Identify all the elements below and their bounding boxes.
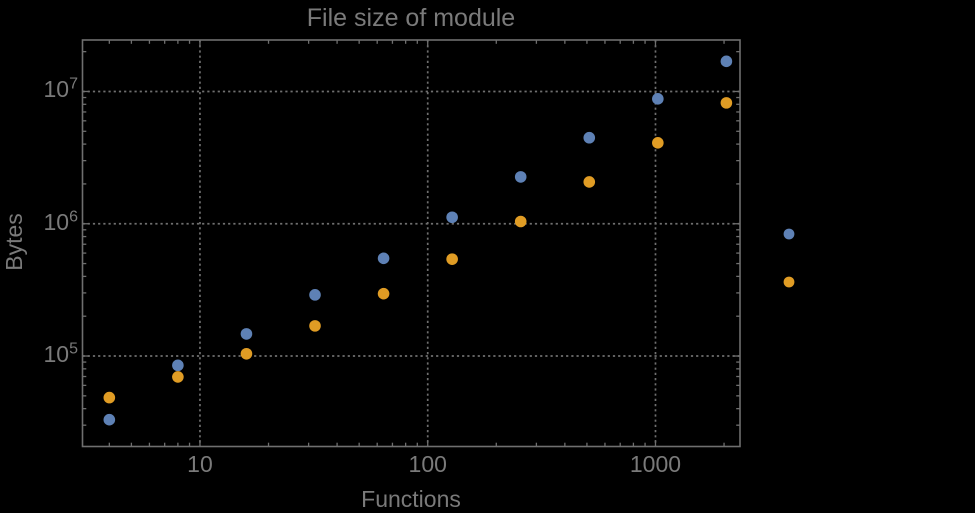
x-tick-label: 100	[408, 451, 447, 477]
y-tick-label: 106	[43, 208, 79, 235]
data-point-series-2-orange	[103, 391, 116, 404]
y-tick-label: 107	[43, 75, 79, 103]
legend-marker-series-1	[783, 228, 795, 240]
data-point-series-2-orange	[240, 347, 253, 360]
data-point-series-1-blue	[240, 328, 253, 340]
data-point-series-1-blue	[446, 211, 458, 224]
data-point-series-2-orange	[172, 371, 184, 383]
data-point-series-2-orange	[377, 287, 390, 300]
x-axis-label: Functions	[361, 486, 461, 512]
data-point-series-1-blue	[652, 93, 664, 105]
data-point-series-1-blue	[720, 55, 733, 68]
data-point-series-2-orange	[652, 137, 664, 149]
chart-title: File size of module	[306, 4, 516, 32]
data-point-series-1-blue	[514, 171, 527, 183]
legend-marker-series-2	[783, 276, 795, 288]
data-point-series-2-orange	[583, 176, 596, 188]
data-point-series-1-blue	[103, 413, 116, 426]
data-point-series-2-orange	[514, 215, 527, 228]
data-point-series-1-blue	[172, 359, 184, 372]
x-tick-label: 1000	[629, 451, 682, 477]
data-point-series-2-orange	[309, 320, 321, 332]
data-point-series-1-blue	[583, 131, 596, 144]
plot-frame	[81, 39, 741, 448]
data-point-series-1-blue	[309, 289, 321, 301]
x-tick-label: 10	[187, 451, 213, 477]
data-point-series-2-orange	[720, 97, 733, 109]
data-point-series-1-blue	[377, 252, 390, 265]
y-tick-label: 105	[43, 340, 79, 368]
data-point-series-2-orange	[446, 253, 458, 265]
